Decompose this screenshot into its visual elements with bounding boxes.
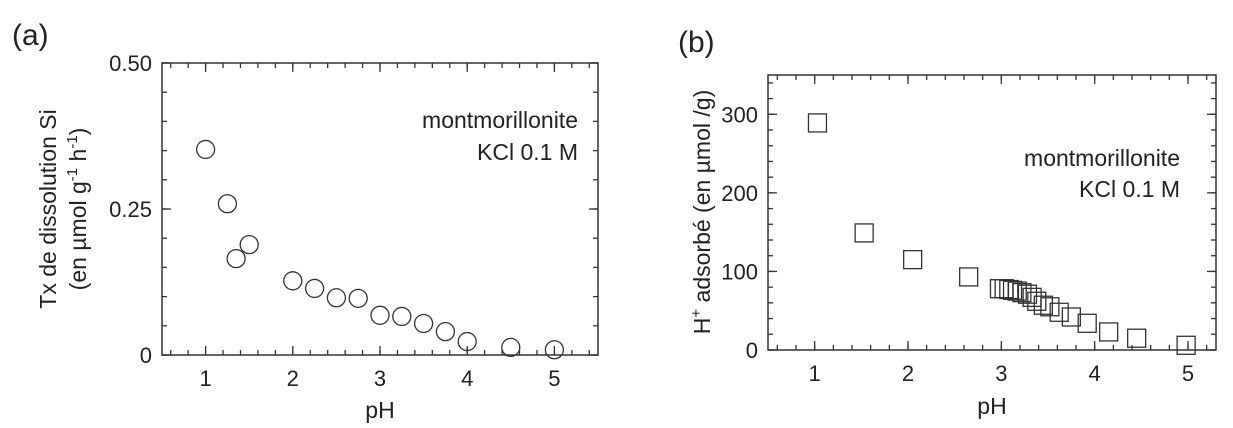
b-data-point <box>1007 281 1027 301</box>
panel-a-y-axis-title: Tx de dissolution Si (en µmol g-1 h-1) <box>35 109 91 308</box>
a-data-point <box>283 271 303 291</box>
a-data-point <box>195 139 216 160</box>
b-data-point <box>1061 307 1081 327</box>
b-data-point <box>807 113 828 133</box>
panel-b-series <box>807 113 1196 355</box>
panel-a-letter: (a) <box>12 19 49 52</box>
a-data-point <box>501 337 521 358</box>
a-data-point <box>435 321 456 342</box>
b-data-point <box>959 267 979 287</box>
a-x-tick-label: 4 <box>461 366 473 391</box>
b-data-point <box>1027 291 1047 311</box>
b-y-tick-label: 300 <box>721 102 758 127</box>
b-data-point <box>854 223 874 243</box>
panel-b-annotation-line-2: KCl 0.1 M <box>1079 176 1180 202</box>
b-data-point <box>1099 322 1119 342</box>
a-data-point <box>413 313 434 334</box>
b-x-tick-label: 1 <box>809 361 821 386</box>
panel-b: (b) 0 100 200 300 1 2 3 4 5 montmorillonite KCl… <box>678 26 1217 419</box>
a-x-tick-label: 1 <box>199 366 211 391</box>
panel-b-y-title-sup: + <box>688 309 705 318</box>
b-y-tick-label: 100 <box>721 259 758 284</box>
a-data-point <box>304 278 325 299</box>
a-data-point <box>239 234 259 255</box>
panel-a-y-title-part-3: ) <box>65 128 91 136</box>
a-data-point <box>217 194 238 214</box>
panel-a-y-title-line-2: (en µmol g-1 h-1) <box>64 128 91 291</box>
a-data-point <box>348 288 368 309</box>
panel-a-annotation-line-2: KCl 0.1 M <box>477 139 578 165</box>
b-y-tick-label: 200 <box>721 181 758 206</box>
panel-b-y-title-part-1: H <box>689 318 715 335</box>
b-data-point <box>1077 313 1097 333</box>
panel-b-y-title: H+ adsorbé (en µmol /g) <box>688 90 715 334</box>
panel-a-y-title-part-2: h <box>65 149 91 168</box>
b-x-tick-label: 3 <box>995 361 1007 386</box>
panel-a-x-axis-title: pH <box>365 397 394 423</box>
panel-a-y-title-part-1: (en µmol g <box>65 181 91 290</box>
a-data-point <box>392 306 412 327</box>
a-data-point <box>226 248 246 269</box>
b-x-tick-label: 5 <box>1182 361 1194 386</box>
b-data-point <box>1033 295 1053 315</box>
b-data-point <box>903 249 923 270</box>
a-x-tick-label: 5 <box>548 366 560 391</box>
b-y-tick-label: 0 <box>746 338 758 363</box>
a-y-tick-label: 0 <box>140 343 152 368</box>
b-data-point <box>1176 335 1196 355</box>
panel-a-series <box>195 139 565 360</box>
a-data-point <box>326 288 347 308</box>
a-y-tick-label: 0.50 <box>109 51 152 76</box>
panel-b-annotation-line-1: montmorillonite <box>1024 145 1180 171</box>
a-x-tick-label: 2 <box>287 366 299 391</box>
panel-a-y-axis: 0 0.25 0.50 <box>109 51 598 368</box>
panel-a-y-title-sup-1: -1 <box>64 168 81 181</box>
b-x-tick-label: 4 <box>1089 361 1101 386</box>
panel-b-y-axis-title: H+ adsorbé (en µmol /g) <box>688 90 715 334</box>
panel-a-x-axis: 1 2 3 4 5 <box>170 63 590 391</box>
panel-a: (a) 0 0.25 0.50 1 2 3 4 5 montmorillonite KCl … <box>12 19 599 423</box>
panel-a-y-title-sup-2: -1 <box>64 135 81 148</box>
panel-b-y-title-part-2: adsorbé (en µmol /g) <box>689 90 715 309</box>
a-y-tick-label: 0.25 <box>109 197 152 222</box>
b-data-point <box>1049 302 1069 322</box>
panel-b-y-axis: 0 100 200 300 <box>721 82 1216 363</box>
panel-b-letter: (b) <box>678 26 715 59</box>
b-data-point <box>1127 328 1147 348</box>
panel-b-x-axis: 1 2 3 4 5 <box>776 75 1208 386</box>
panel-a-y-title-line-1: Tx de dissolution Si <box>35 109 61 308</box>
a-data-point <box>544 340 565 360</box>
panel-b-plot-frame <box>767 74 1217 351</box>
a-data-point <box>457 331 477 352</box>
panel-a-annotation-line-1: montmorillonite <box>422 107 578 133</box>
panel-b-x-axis-title: pH <box>977 393 1006 419</box>
a-data-point <box>370 305 390 325</box>
a-x-tick-label: 3 <box>374 366 386 391</box>
b-x-tick-label: 2 <box>902 361 914 386</box>
